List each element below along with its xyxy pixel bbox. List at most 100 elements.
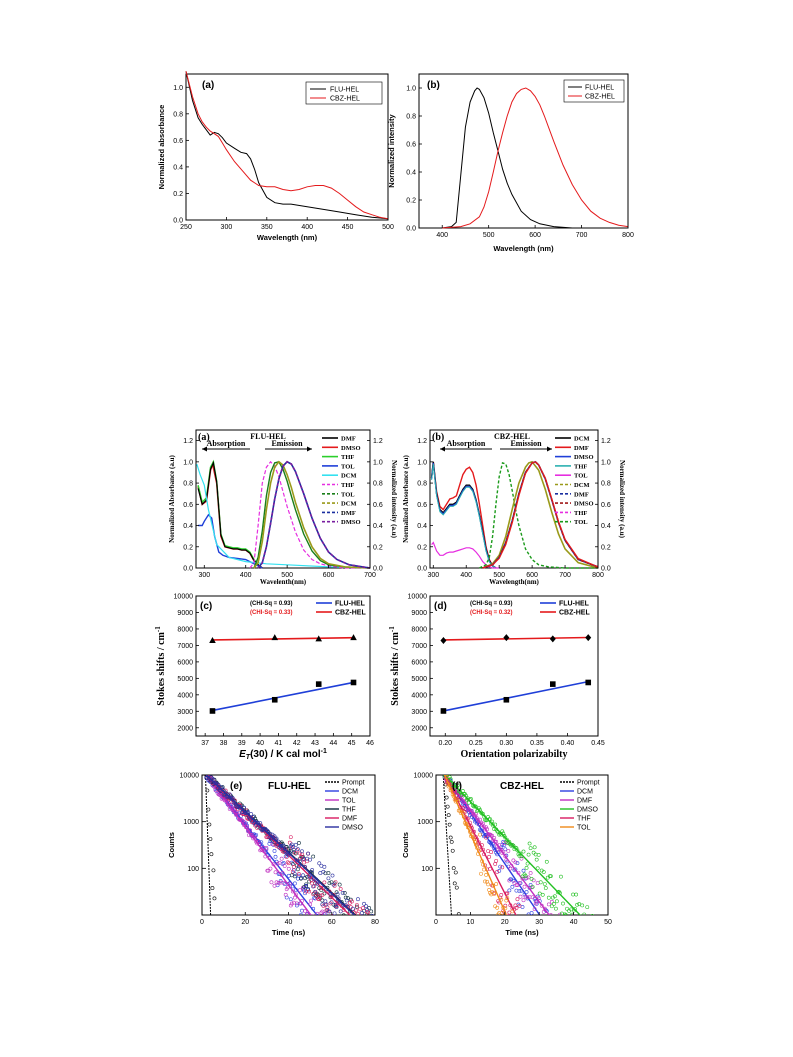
chart-bot-a: 300 400 500 600 7000.0 0.00.2 0.20.4 0.40.6 0.60… — [168, 429, 398, 586]
bot-f-dmf-point — [526, 875, 531, 880]
bot-a-legend-entry: DMSO — [341, 445, 361, 452]
bot-e-dmso-point — [354, 927, 357, 930]
top-b-series-cbz-hel-line — [442, 87, 629, 229]
bot-a-legend-entry: DCM — [341, 501, 357, 508]
bot-f-tol-point — [510, 938, 513, 941]
bot-e-dmf-point — [357, 927, 360, 930]
bot-f-tol-point — [495, 905, 500, 910]
bot-f-dmso-point — [526, 852, 531, 857]
top-a-ytick-label: 0.6 — [173, 138, 183, 145]
bot-a-ytick-label: 1.0 — [183, 459, 193, 466]
bot-d-cbz-hel-point — [585, 634, 592, 642]
bot-e-thf-point — [342, 891, 347, 895]
bot-e-dmso-point — [331, 882, 336, 887]
bot-e-dmso-point — [330, 873, 335, 878]
bot-f-prompt-point — [444, 795, 449, 800]
bot-e-dmso-point — [329, 900, 334, 905]
bot-a-legend-entry: DCM — [341, 473, 357, 480]
bot-f-dmso-point — [531, 850, 536, 855]
bot-e-dmso-point — [296, 847, 300, 852]
bot-c-y-axis-label-text: Stokes shifts / cm — [156, 631, 167, 705]
bot-a-title: FLU-HEL — [250, 432, 286, 441]
bot-d-ytick-label: 8000 — [411, 626, 427, 633]
bot-b-frame — [429, 429, 599, 569]
bot-f-dcm-point — [541, 936, 544, 939]
bot-b-xtick-label: 800 — [592, 572, 604, 579]
bot-e-tol-point — [285, 885, 290, 890]
top-b-ytick-label: 0.2 — [406, 198, 416, 205]
bot-f-dcm-point — [526, 912, 531, 915]
top-a-x-axis-label: Wavelength (nm) — [257, 233, 318, 242]
bot-f-prompt-point — [450, 848, 455, 853]
bot-c-legend-entry: FLU-HEL — [335, 601, 366, 608]
bot-d-ytick-label: 3000 — [411, 709, 427, 716]
bot-f-tol-point — [484, 872, 488, 877]
bot-f-dmf-point — [498, 847, 503, 852]
bot-a-ytick-label: 0.0 — [183, 566, 193, 573]
bot-e-dmso-point — [323, 899, 328, 904]
bot-e-dmso-point — [297, 864, 301, 868]
top-a-xtick-label: 350 — [261, 224, 273, 231]
bot-f-dmf-point — [517, 881, 522, 885]
bot-c-x-axis-label-sub: T — [246, 754, 251, 761]
bot-e-tol-point — [281, 881, 286, 885]
bot-d-ytick-label: 10000 — [408, 594, 428, 601]
bot-f-dmso-fit-line — [444, 775, 582, 915]
bot-e-dmso-point — [357, 920, 360, 923]
bot-f-dmso-point — [588, 923, 591, 926]
bot-c-y-axis-label: Stokes shifts / cm-1 — [154, 626, 167, 706]
bot-e-thf-point — [352, 921, 355, 924]
bot-e-thf-point — [317, 886, 322, 890]
bot-e-thf-point — [357, 936, 360, 939]
bot-e-dcm-point — [327, 938, 330, 941]
bot-e-tol-point — [319, 910, 324, 915]
bot-b-xtick-label: 300 — [427, 572, 439, 579]
bot-e-thf-point — [368, 914, 372, 915]
bot-a-y2tick-label: 1.2 — [373, 438, 383, 445]
bot-e-dmso-point — [291, 847, 296, 852]
bot-e-dmso-point — [310, 868, 315, 872]
bot-e-thf-point — [353, 934, 356, 937]
bot-e-dmso-point — [298, 858, 302, 863]
bot-f-prompt-point — [449, 839, 454, 844]
bot-f-dmso-point — [525, 861, 530, 866]
bot-a-legend-entry: TOL — [341, 463, 355, 470]
bot-f-xtick-label: 50 — [604, 919, 612, 926]
bot-e-dmf-point — [371, 938, 374, 941]
bot-e-dmf-point — [322, 880, 327, 885]
bot-e-dmf-point — [298, 851, 302, 856]
bot-e-legend-entry: TOL — [342, 798, 356, 805]
bot-c-cbz-hel-point — [209, 636, 216, 643]
top-a-y-axis-label: Normalized absorbance — [157, 105, 166, 190]
bot-f-dmf-point — [535, 881, 540, 885]
bot-e-dcm-point — [292, 881, 297, 886]
bot-e-dcm-point — [296, 876, 300, 881]
bot-c-xtick-label: 40 — [256, 740, 264, 747]
bot-f-dmso-point — [536, 852, 541, 857]
top-a-xtick-label: 300 — [221, 224, 233, 231]
bot-c-x-axis-label-e: E — [239, 749, 246, 760]
bot-c-xtick-label: 38 — [220, 740, 228, 747]
bot-e-tol-point — [205, 775, 207, 776]
bot-f-dmso-point — [488, 817, 493, 821]
bot-b-y-axis-label: Normalized Absorbance (a.u) — [402, 454, 410, 542]
bot-a-emission-label: Emission — [271, 439, 303, 448]
bot-e-dmf-point — [354, 908, 358, 913]
bot-e-dmso-point — [293, 842, 298, 847]
bot-e-dmso-point — [333, 903, 338, 907]
bot-e-thf-point — [297, 841, 301, 845]
bot-f-panel-label: (f) — [452, 781, 462, 792]
bot-f-dmso-point — [574, 892, 579, 897]
bot-d-xtick-label: 0.45 — [591, 740, 605, 747]
bot-e-dmf-point — [290, 869, 295, 874]
bot-f-dmf-point — [555, 938, 558, 941]
bot-d-ytick-label: 6000 — [411, 659, 427, 666]
bot-e-dmf-point — [354, 914, 356, 915]
bot-f-dmf-point — [548, 913, 553, 915]
bot-e-dmso-point — [350, 921, 353, 924]
bot-f-dmf-point — [523, 894, 528, 899]
bot-e-tol-point — [304, 919, 307, 922]
bot-d-xtick-label: 0.30 — [500, 740, 514, 747]
bot-e-dmso-point — [349, 916, 352, 919]
bot-f-dmso-point — [575, 902, 580, 907]
